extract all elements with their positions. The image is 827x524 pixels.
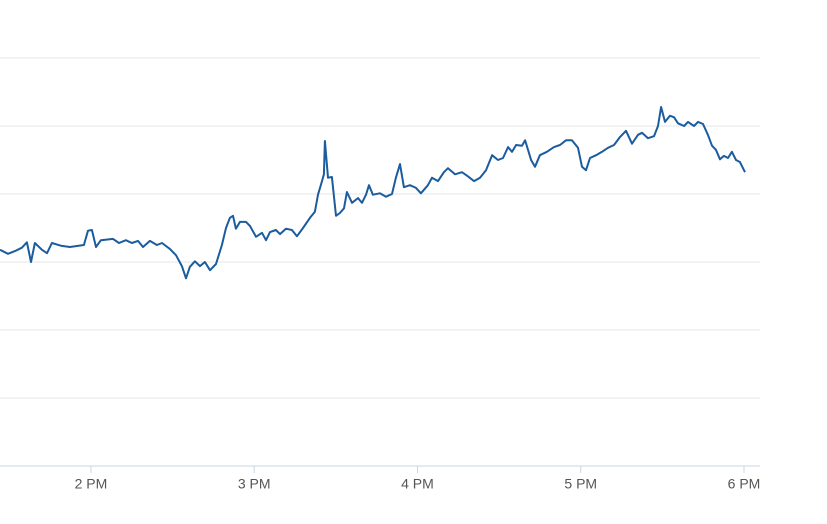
price-line	[0, 106, 746, 280]
x-tick-label: 3 PM	[238, 476, 271, 492]
x-tick-label: 4 PM	[401, 476, 434, 492]
x-tick-label: 5 PM	[564, 476, 597, 492]
x-tick-label: 6 PM	[728, 476, 761, 492]
x-tick-label: 2 PM	[75, 476, 108, 492]
